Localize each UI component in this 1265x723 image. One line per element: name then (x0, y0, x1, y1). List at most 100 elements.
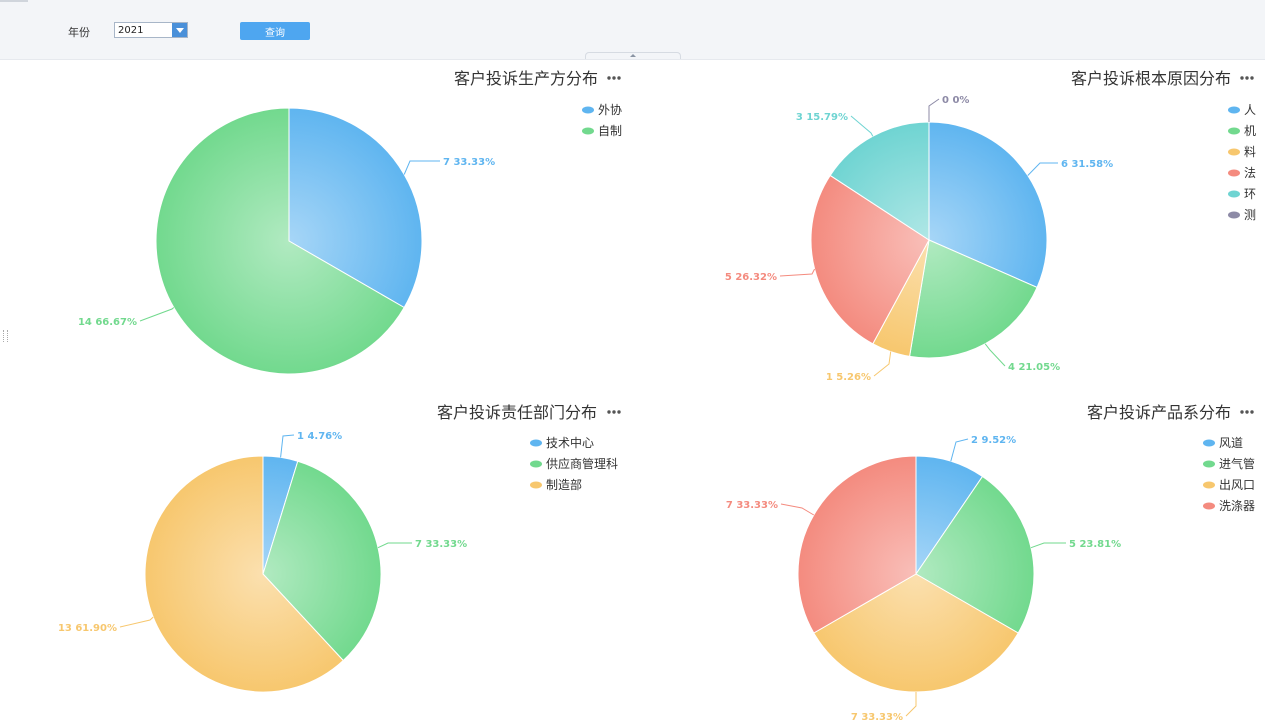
year-select-value: 2021 (118, 25, 144, 36)
chart-title: 客户投诉产品系分布 (1087, 403, 1231, 422)
more-dots-icon[interactable] (1240, 410, 1254, 414)
legend-label: 自制 (598, 124, 622, 138)
legend-item[interactable]: 环 (1228, 187, 1256, 201)
chart-title: 客户投诉生产方分布 (454, 69, 598, 88)
legend-marker (582, 106, 594, 114)
legend-item[interactable]: 洗涤器 (1203, 499, 1255, 513)
data-label: 7 33.33% (726, 500, 778, 511)
legend-label: 法 (1244, 166, 1256, 180)
label-leader-line (984, 343, 1006, 367)
chart-title: 客户投诉根本原因分布 (1071, 69, 1231, 88)
legend-marker (1228, 169, 1240, 177)
pie-slice[interactable] (797, 455, 917, 634)
legend-marker (1228, 106, 1240, 114)
more-dots-icon[interactable] (1240, 76, 1254, 80)
pie-slice[interactable] (155, 107, 405, 375)
legend-item[interactable]: 供应商管理科 (530, 456, 618, 471)
side-resize-grip[interactable] (3, 330, 8, 342)
data-label: 7 33.33% (415, 539, 467, 550)
legend-marker (1228, 211, 1240, 219)
legend-marker (1203, 439, 1215, 447)
data-label: 13 61.90% (58, 623, 117, 634)
legend-label: 进气管 (1219, 456, 1255, 471)
data-label: 7 33.33% (443, 157, 495, 168)
data-label: 1 4.76% (297, 431, 342, 442)
legend-item[interactable]: 料 (1228, 145, 1256, 159)
label-leader-line (1030, 542, 1066, 549)
legend-label: 外协 (598, 102, 622, 117)
legend-marker (1228, 127, 1240, 135)
pie-chart-2: 客户投诉根本原因分布 6 31.58% 4 21.05% 1 5.26% 5 26.32… (725, 69, 1256, 383)
data-label: 4 21.05% (1008, 362, 1060, 373)
legend-item[interactable]: 机 (1228, 124, 1256, 138)
legend-item[interactable]: 出风口 (1203, 478, 1255, 492)
year-label: 年份 (68, 26, 90, 39)
legend-label: 洗涤器 (1219, 499, 1255, 513)
legend-marker (530, 481, 542, 489)
pie-slice[interactable] (144, 455, 344, 693)
data-label: 5 26.32% (725, 272, 777, 283)
legend-label: 环 (1244, 187, 1256, 201)
pie-chart-3: 客户投诉责任部门分布 1 4.76% 7 33.33% 13 61.90% 技术中心供应… (58, 403, 621, 693)
legend-item[interactable]: 风道 (1203, 436, 1243, 450)
legend-label: 技术中心 (546, 435, 594, 450)
legend-item[interactable]: 制造部 (530, 477, 582, 492)
label-leader-line (779, 268, 816, 277)
legend-marker (1228, 148, 1240, 156)
legend-label: 测 (1244, 208, 1256, 222)
legend-marker (530, 460, 542, 468)
chevron-down-icon[interactable] (172, 23, 187, 37)
label-leader-line (377, 542, 412, 549)
pie-slice[interactable] (829, 121, 930, 241)
data-label: 14 66.67% (78, 317, 137, 328)
pie-chart-4: 客户投诉产品系分布 2 9.52% 5 23.81% 7 33.33% 7 33.33%… (726, 403, 1255, 723)
data-label: 3 15.79% (796, 112, 848, 123)
label-leader-line (403, 160, 440, 175)
label-leader-line (950, 438, 969, 462)
legend-marker (582, 127, 594, 135)
legend-item[interactable]: 人 (1228, 103, 1256, 117)
legend-item[interactable]: 法 (1228, 166, 1256, 180)
label-leader-line (280, 434, 295, 458)
more-dots-icon[interactable] (607, 76, 621, 80)
filter-toolbar: 年份 2021 查询 (0, 0, 1265, 60)
legend-marker (1203, 481, 1215, 489)
collapse-handle[interactable] (585, 52, 681, 59)
pie-slice[interactable] (810, 174, 930, 345)
legend-item[interactable]: 自制 (582, 124, 622, 138)
data-label: 0 0% (942, 95, 969, 106)
pie-slice[interactable] (909, 239, 1038, 359)
legend-label: 料 (1244, 145, 1256, 159)
more-dots-icon[interactable] (607, 410, 621, 414)
label-leader-line (928, 98, 940, 122)
year-select[interactable]: 2021 (114, 22, 188, 38)
label-leader-line (119, 616, 154, 628)
legend-label: 风道 (1219, 436, 1243, 450)
label-leader-line (905, 692, 917, 717)
legend-item[interactable]: 技术中心 (530, 435, 594, 450)
legend-item[interactable]: 进气管 (1203, 456, 1255, 471)
pie-slice[interactable] (288, 107, 423, 309)
legend-marker (1228, 190, 1240, 198)
data-label: 1 5.26% (826, 372, 871, 383)
label-leader-line (1027, 162, 1058, 176)
query-button[interactable]: 查询 (240, 22, 310, 40)
chart-title: 客户投诉责任部门分布 (437, 403, 597, 422)
legend-label: 机 (1244, 124, 1256, 138)
pie-slice[interactable] (813, 573, 1019, 693)
legend-label: 供应商管理科 (546, 456, 618, 471)
legend-item[interactable]: 外协 (582, 102, 622, 117)
legend-item[interactable]: 测 (1228, 208, 1256, 222)
corner-mark (0, 0, 28, 2)
label-leader-line (139, 307, 175, 322)
legend-marker (530, 439, 542, 447)
legend-label: 人 (1244, 103, 1256, 117)
data-label: 2 9.52% (971, 435, 1016, 446)
label-leader-line (780, 503, 815, 516)
data-label: 5 23.81% (1069, 539, 1121, 550)
legend-label: 出风口 (1219, 478, 1255, 492)
label-leader-line (850, 115, 874, 137)
